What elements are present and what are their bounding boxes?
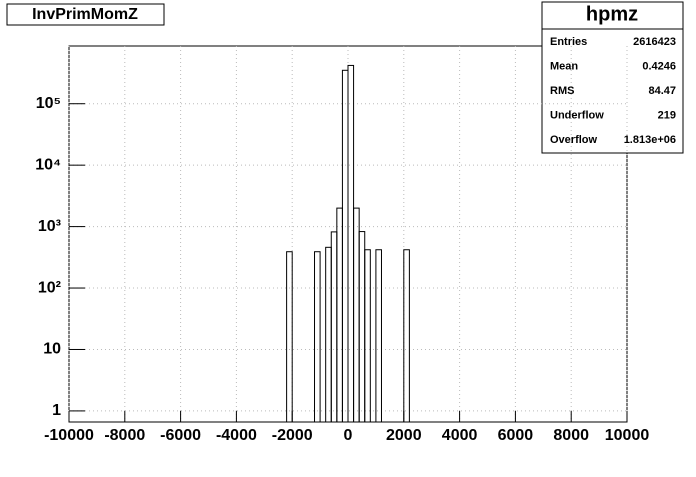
x-tick-label: -4000 <box>216 427 257 444</box>
stats-value: 84.47 <box>648 85 676 97</box>
y-tick-label: 10 <box>43 341 61 358</box>
bar <box>403 249 410 423</box>
stats-value: 1.813e+06 <box>624 134 676 146</box>
chart-title: InvPrimMomZ <box>32 6 138 23</box>
x-tick-label: -8000 <box>104 427 145 444</box>
y-tick-label: 10⁵ <box>36 95 61 112</box>
stats-label: Entries <box>550 36 587 48</box>
stats-value: 0.4246 <box>642 60 676 72</box>
x-tick-label: 8000 <box>553 427 589 444</box>
title-box <box>6 3 165 26</box>
stats-value: 219 <box>658 109 676 121</box>
stats-box <box>541 1 684 154</box>
stats-label: RMS <box>550 85 574 97</box>
x-tick-label: -6000 <box>160 427 201 444</box>
stats-label: Underflow <box>550 109 604 121</box>
y-tick-label: 10⁴ <box>35 156 61 173</box>
stats-label: Mean <box>550 60 578 72</box>
bar <box>286 251 293 423</box>
y-tick-label: 1 <box>52 402 61 419</box>
x-tick-label: 2000 <box>386 427 422 444</box>
y-tick-label: 10² <box>38 279 61 296</box>
x-tick-label: 6000 <box>498 427 534 444</box>
stats-value: 2616423 <box>633 36 676 48</box>
bar <box>375 249 382 423</box>
stats-label: Overflow <box>550 134 598 146</box>
x-tick-label: 0 <box>344 427 353 444</box>
y-tick-label: 10³ <box>38 218 61 235</box>
bar <box>314 251 321 423</box>
x-tick-label: 10000 <box>605 427 650 444</box>
x-tick-label: -2000 <box>272 427 313 444</box>
stats-title: hpmz <box>586 3 638 25</box>
bar <box>364 249 371 423</box>
x-tick-label: 4000 <box>442 427 478 444</box>
x-tick-label: -10000 <box>44 427 94 444</box>
